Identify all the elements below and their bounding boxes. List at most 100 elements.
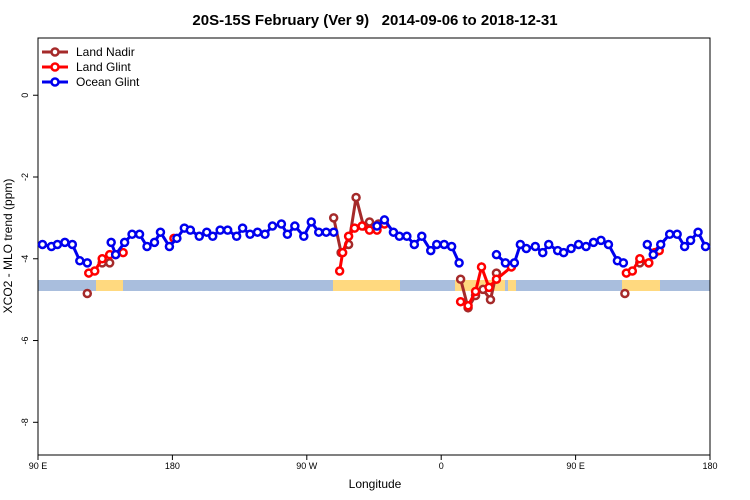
y-tick-label: -2 (20, 173, 30, 181)
point (231, 231, 242, 242)
x-tick-label: 90 E (566, 461, 585, 471)
chart-title: 20S-15S February (Ver 9) 2014-09-06 to 2… (192, 12, 557, 29)
point (194, 231, 205, 242)
point (149, 237, 160, 248)
point (260, 229, 270, 239)
land-band (508, 280, 516, 291)
point (110, 249, 121, 260)
point (245, 229, 255, 239)
point (267, 221, 278, 231)
point (485, 294, 496, 305)
y-tick-label: -6 (20, 337, 30, 345)
point (97, 254, 107, 264)
point (252, 227, 263, 237)
point (215, 225, 225, 235)
point (142, 241, 152, 252)
point (644, 258, 654, 268)
point (372, 221, 382, 231)
point (476, 262, 487, 272)
point (500, 258, 511, 268)
point (237, 223, 248, 233)
point (530, 241, 541, 252)
point (321, 227, 331, 237)
point (276, 219, 287, 229)
point (439, 239, 449, 250)
point (425, 245, 436, 256)
point (431, 239, 442, 250)
point (364, 217, 375, 227)
x-tick-label: 90 W (296, 461, 318, 471)
point (60, 237, 70, 248)
point (573, 239, 584, 250)
legend-label: Land Nadir (76, 45, 135, 59)
point (106, 237, 116, 248)
point (664, 229, 675, 239)
point (417, 231, 427, 242)
land-band (333, 280, 400, 291)
point (207, 231, 218, 242)
point (648, 249, 659, 260)
point (75, 256, 85, 266)
point (446, 241, 457, 252)
point (52, 239, 63, 250)
point (679, 241, 690, 252)
point (515, 239, 526, 250)
point (394, 231, 405, 242)
point (693, 227, 703, 237)
legend-swatch (50, 62, 60, 72)
point (119, 237, 130, 248)
point (185, 225, 196, 235)
legend-swatch (50, 77, 60, 87)
point (134, 229, 145, 239)
y-axis-label: XCO2 - MLO trend (ppm) (1, 179, 15, 314)
point (581, 241, 591, 252)
legend-label: Ocean Glint (76, 75, 140, 89)
point (282, 229, 293, 239)
x-tick-label: 180 (165, 461, 180, 471)
point (491, 249, 502, 260)
point (357, 221, 367, 231)
point (351, 192, 361, 203)
point (484, 282, 494, 293)
point (334, 266, 345, 276)
point (463, 301, 473, 311)
x-axis-label: Longitude (349, 477, 402, 491)
point (588, 237, 599, 248)
y-tick-label: -4 (20, 255, 30, 263)
point (328, 213, 339, 223)
legend-label: Land Glint (76, 60, 131, 74)
y-tick-label: -8 (20, 418, 30, 426)
point (164, 241, 175, 252)
point (337, 247, 348, 258)
point (455, 296, 466, 307)
land-band (455, 280, 505, 291)
point (596, 235, 606, 246)
point (201, 227, 212, 237)
point (409, 239, 420, 250)
x-tick-label: 0 (439, 461, 444, 471)
point (537, 247, 548, 258)
point (222, 225, 233, 235)
point (543, 239, 554, 250)
point (672, 229, 682, 239)
surface-band (38, 280, 710, 291)
point (328, 227, 339, 237)
point (343, 231, 354, 242)
point (379, 215, 390, 225)
point (306, 217, 317, 227)
point (627, 266, 638, 276)
point (603, 239, 614, 250)
point (82, 258, 93, 268)
point (127, 229, 137, 239)
point (402, 231, 412, 242)
point (685, 235, 696, 246)
point (509, 258, 520, 268)
point (313, 227, 324, 237)
point (566, 243, 576, 254)
point (299, 231, 309, 242)
point (642, 239, 653, 250)
land-band (96, 280, 123, 291)
point (89, 266, 100, 276)
point (104, 258, 115, 268)
point (455, 274, 466, 284)
